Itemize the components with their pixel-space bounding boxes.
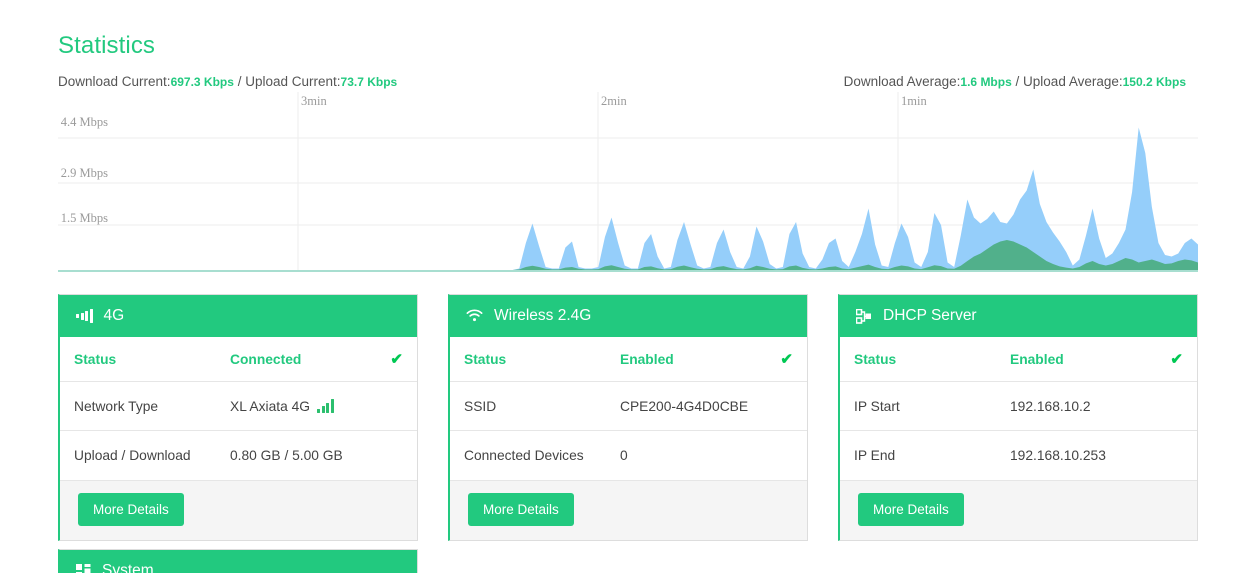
upload-current-label: Upload Current: <box>245 74 341 89</box>
upload-current-value: 73.7 Kbps <box>340 75 398 89</box>
row-label: Network Type <box>74 398 159 414</box>
card-dhcp-server: DHCP Server Status Enabled ✔ IP Start 19… <box>838 294 1198 541</box>
signal-bars-green-icon <box>317 399 334 413</box>
status-value: Connected <box>230 351 302 367</box>
card-wireless-24g-row-connected-devices: Connected Devices 0 <box>450 431 807 480</box>
summary-separator-2: / <box>1011 74 1024 89</box>
throughput-chart-svg <box>58 92 1198 272</box>
status-value: Enabled <box>620 351 674 367</box>
throughput-chart: 4.4 Mbps 2.9 Mbps 1.5 Mbps 3min 2min 1mi… <box>58 92 1198 272</box>
row-value: 192.168.10.253 <box>1010 448 1106 463</box>
row-value-text: XL Axiata 4G <box>230 398 311 414</box>
status-label: Status <box>74 351 117 367</box>
card-wireless-24g-header: Wireless 2.4G <box>450 295 807 337</box>
card-4g-footer: More Details <box>60 480 417 540</box>
card-dhcp-server-status-row: Status Enabled ✔ <box>840 337 1197 382</box>
wifi-icon <box>466 309 483 323</box>
check-icon: ✔ <box>1170 351 1183 368</box>
card-4g: 4G Status Connected ✔ Network Type XL Ax… <box>58 294 418 541</box>
current-throughput-summary: Download Current:697.3 Kbps / Upload Cur… <box>58 74 397 89</box>
card-4g-row-usage: Upload / Download 0.80 GB / 5.00 GB <box>60 431 417 480</box>
signal-bars-icon <box>76 309 93 323</box>
y-axis-tick-label: 2.9 Mbps <box>60 166 108 180</box>
download-current-label: Download Current: <box>58 74 171 89</box>
card-dhcp-server-row-ip-end: IP End 192.168.10.253 <box>840 431 1197 480</box>
page-title: Statistics <box>58 32 156 59</box>
row-label: Upload / Download <box>74 448 191 463</box>
card-dhcp-server-title: DHCP Server <box>883 307 977 324</box>
more-details-button-wireless-24g[interactable]: More Details <box>468 493 574 526</box>
card-4g-status-row: Status Connected ✔ <box>60 337 417 382</box>
sitemap-icon <box>856 308 872 324</box>
row-label: Connected Devices <box>464 448 584 463</box>
chart-area-download <box>58 127 1198 270</box>
card-wireless-24g-footer: More Details <box>450 480 807 540</box>
card-system-header: System <box>60 550 417 573</box>
row-label: IP Start <box>854 398 900 414</box>
card-wireless-24g-title: Wireless 2.4G <box>494 307 592 324</box>
more-details-button-4g[interactable]: More Details <box>78 493 184 526</box>
row-value: XL Axiata 4G <box>230 399 403 414</box>
row-label: IP End <box>854 448 896 463</box>
more-details-button-dhcp-server[interactable]: More Details <box>858 493 964 526</box>
check-icon: ✔ <box>780 351 793 368</box>
card-system: System <box>58 549 418 573</box>
x-axis-tick-label-1min: 1min <box>901 94 927 108</box>
card-wireless-24g-status-row: Status Enabled ✔ <box>450 337 807 382</box>
row-value: CPE200-4G4D0CBE <box>620 398 749 414</box>
check-icon: ✔ <box>390 351 403 368</box>
row-value: 192.168.10.2 <box>1010 398 1091 414</box>
x-axis-tick-label-3min: 3min <box>301 94 327 108</box>
card-4g-row-network-type: Network Type XL Axiata 4G <box>60 382 417 431</box>
card-dhcp-server-row-ip-start: IP Start 192.168.10.2 <box>840 382 1197 431</box>
card-dhcp-server-header: DHCP Server <box>840 295 1197 337</box>
row-value: 0 <box>620 448 628 463</box>
card-dhcp-server-footer: More Details <box>840 480 1197 540</box>
row-value: 0.80 GB / 5.00 GB <box>230 448 343 463</box>
upload-average-value: 150.2 Kbps <box>1122 75 1186 89</box>
x-axis-tick-label-2min: 2min <box>601 94 627 108</box>
card-4g-title: 4G <box>103 307 125 324</box>
grid-icon <box>76 564 91 573</box>
card-wireless-24g: Wireless 2.4G Status Enabled ✔ SSID CPE2… <box>448 294 808 541</box>
card-wireless-24g-row-ssid: SSID CPE200-4G4D0CBE <box>450 382 807 431</box>
card-system-title: System <box>102 562 154 573</box>
download-average-value: 1.6 Mbps <box>960 75 1012 89</box>
status-label: Status <box>464 351 507 367</box>
average-throughput-summary: Download Average:1.6 Mbps / Upload Avera… <box>844 74 1186 89</box>
chart-area-upload <box>58 240 1198 270</box>
summary-separator-1: / <box>233 74 246 89</box>
status-label: Status <box>854 351 897 367</box>
card-4g-header: 4G <box>60 295 417 337</box>
y-axis-tick-label: 1.5 Mbps <box>60 211 108 225</box>
download-average-label: Download Average: <box>843 74 961 89</box>
y-axis-tick-label: 4.4 Mbps <box>60 115 108 129</box>
upload-average-label: Upload Average: <box>1023 74 1123 89</box>
download-current-value: 697.3 Kbps <box>170 75 234 89</box>
status-value: Enabled <box>1010 351 1064 367</box>
row-label: SSID <box>464 398 497 414</box>
